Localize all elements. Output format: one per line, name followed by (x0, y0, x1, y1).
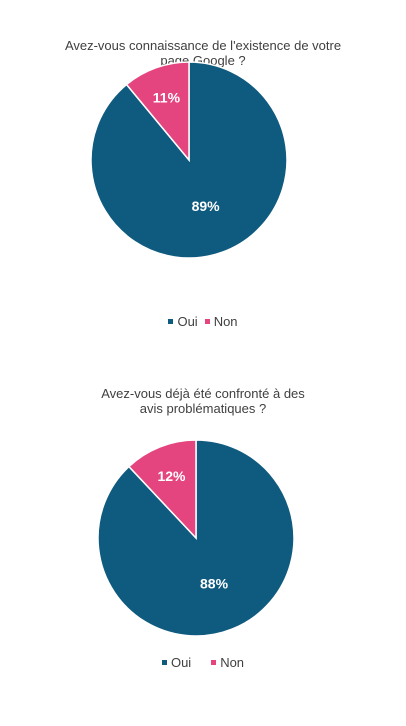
pie-slice-non (125, 61, 190, 163)
chart-title: Avez-vous déjà été confronté à des avis … (101, 386, 305, 416)
pie-plot: 88% 12% (97, 439, 295, 637)
legend-label-oui: Oui (170, 655, 192, 670)
legend-item-non: Non (204, 314, 238, 329)
pie-label-oui: 89% (192, 198, 221, 214)
pie-slice-oui (97, 439, 295, 637)
legend-label-oui: Oui (177, 314, 198, 329)
pie-label-non: 11% (153, 89, 181, 105)
legend-swatch-non (204, 319, 210, 324)
pie-plot: 89% 11% (90, 61, 288, 259)
pie-chart-problematic-reviews: Avez-vous déjà été confronté à des avis … (0, 386, 406, 686)
legend-swatch-oui (168, 319, 174, 324)
pie-label-non: 12% (157, 468, 186, 484)
chart-legend: Oui Non (0, 655, 406, 670)
legend-item-oui: Oui (168, 314, 198, 329)
pie-chart-google-page: Avez-vous connaissance de l'existence de… (0, 38, 406, 338)
legend-item-oui: Oui (161, 655, 192, 670)
legend-label-non: Non (213, 314, 238, 329)
pie-slice-non (127, 439, 197, 540)
chart-legend: Oui Non (0, 314, 406, 329)
legend-swatch-non (211, 660, 217, 665)
pie-label-oui: 88% (200, 576, 229, 592)
legend-swatch-oui (161, 660, 167, 665)
legend-item-non: Non (211, 655, 244, 670)
legend-label-non: Non (220, 655, 245, 670)
